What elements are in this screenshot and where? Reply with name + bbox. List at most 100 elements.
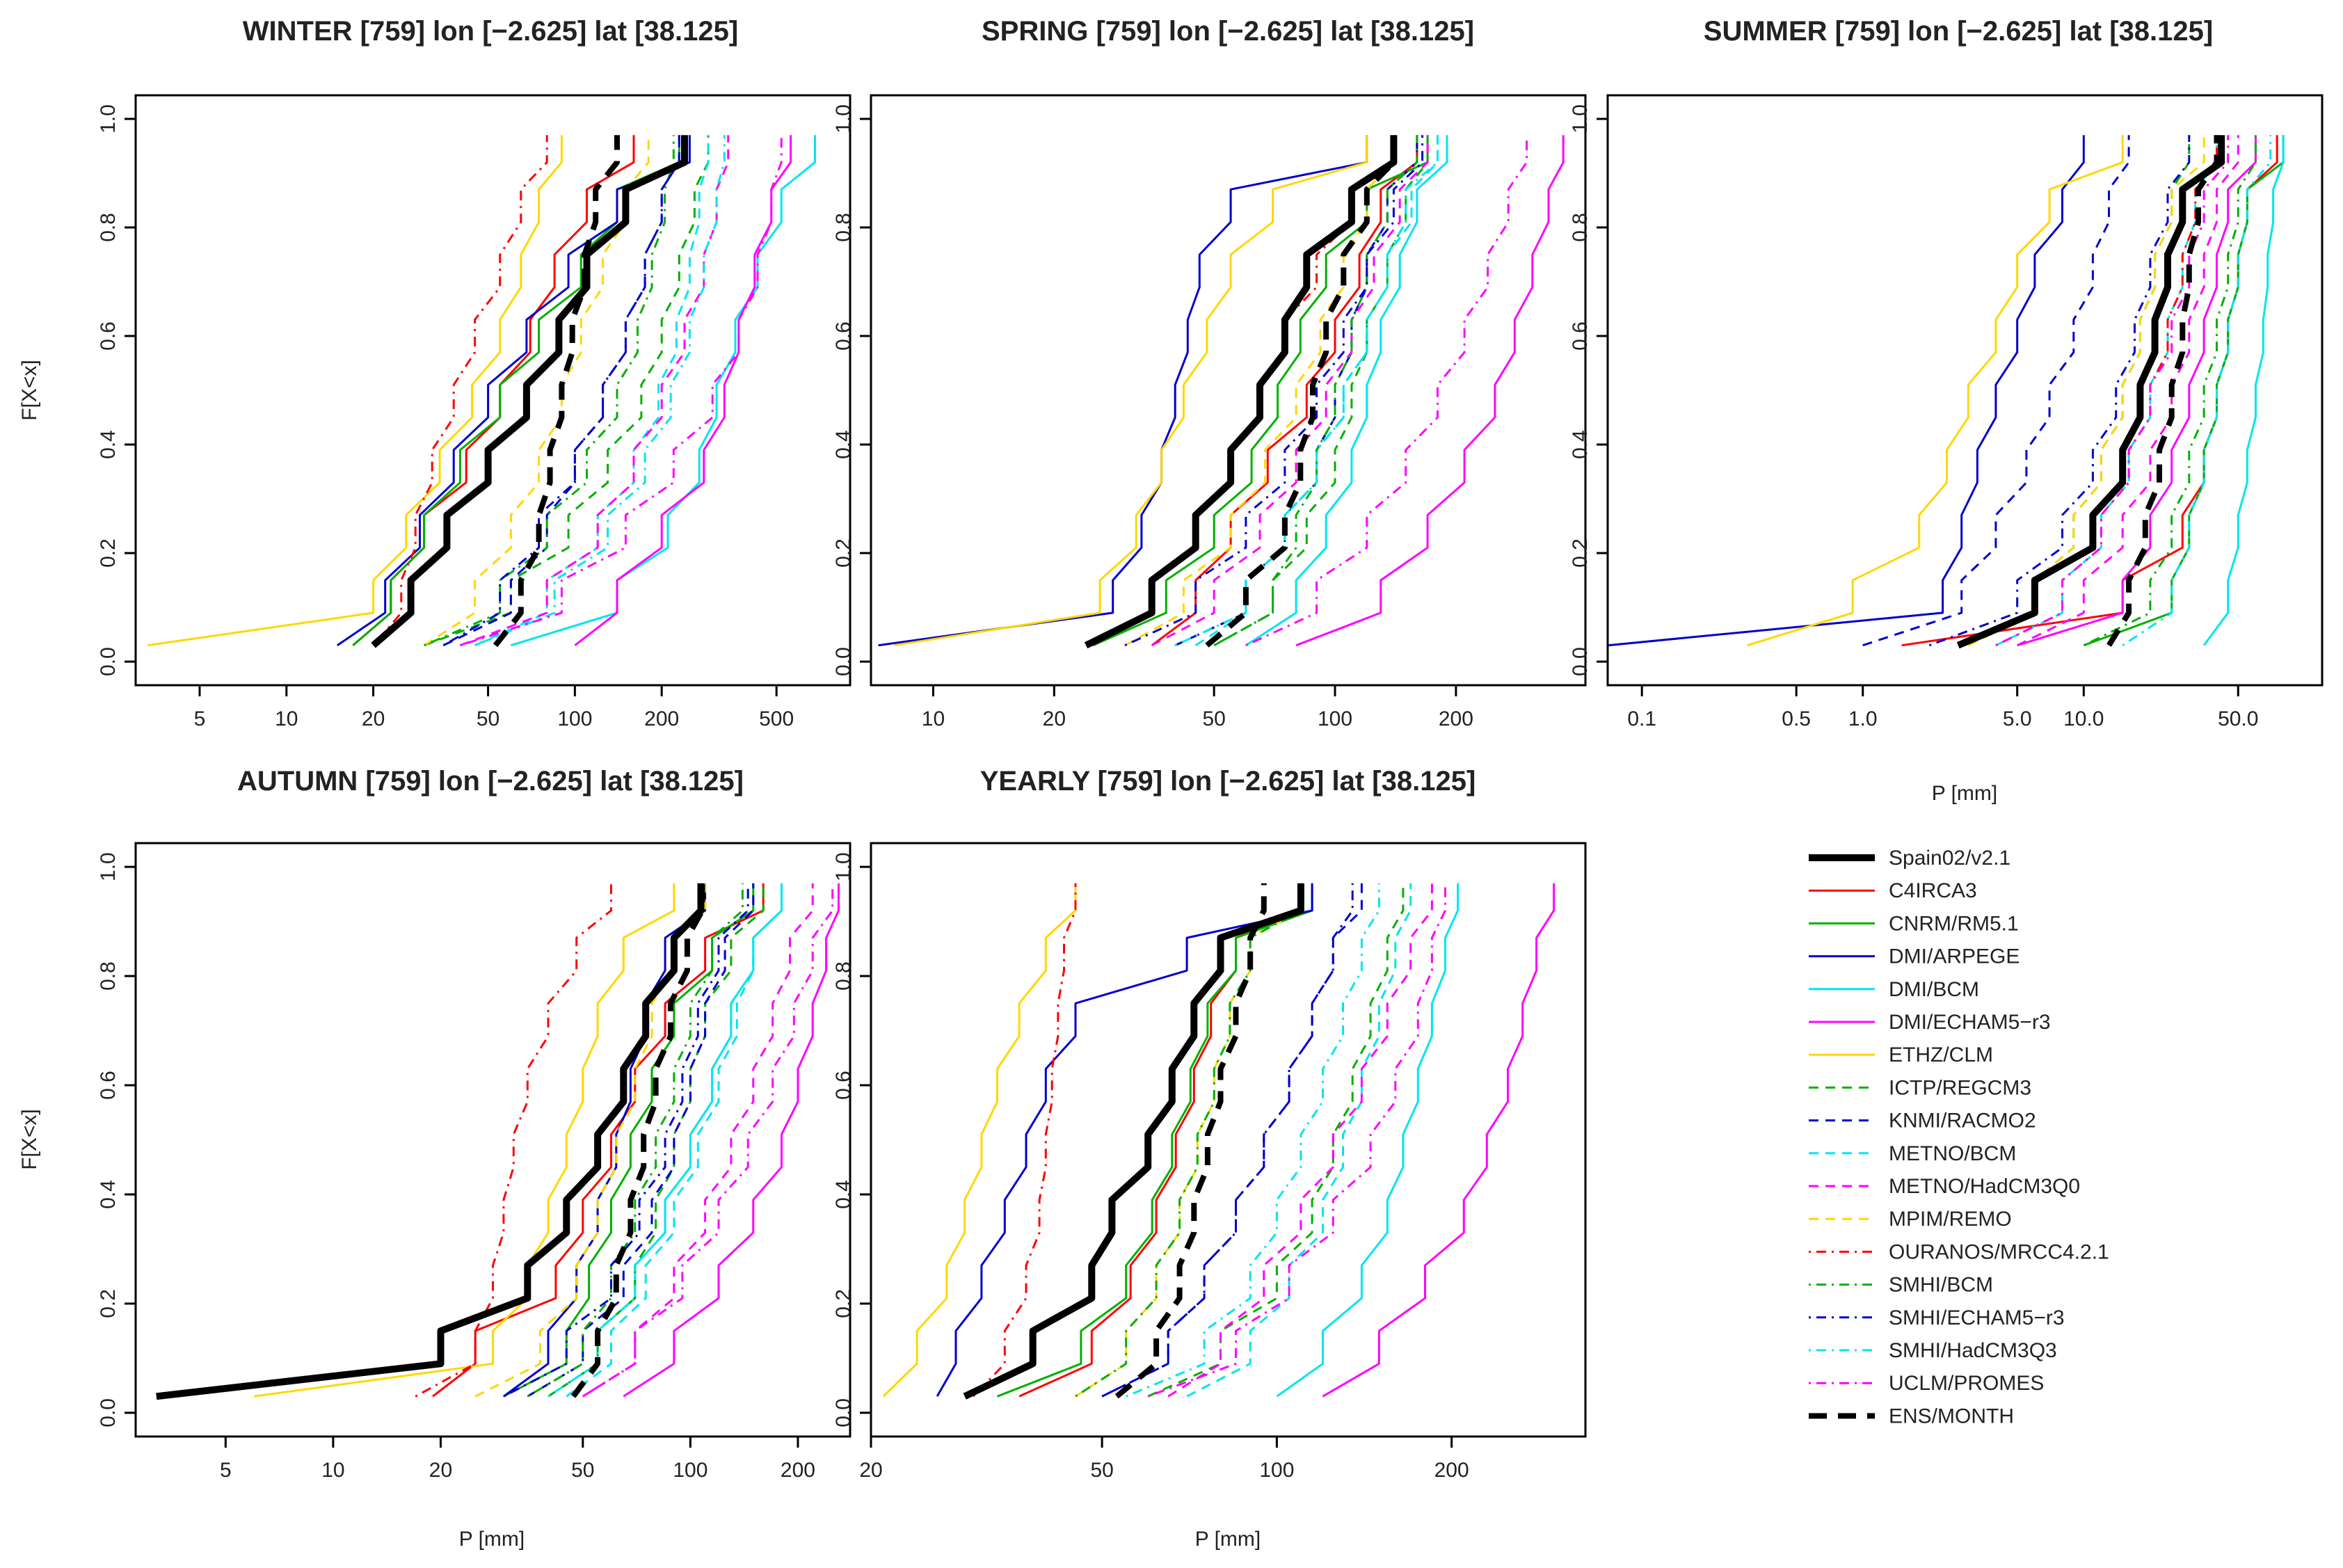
x-tick-label: 1.0	[1848, 707, 1878, 730]
series-line-smhi-hadcm3q3	[2122, 135, 2272, 646]
legend-item-dmi-bcm: DMI/BCM	[1809, 978, 1979, 1001]
series-line-ethz-clm	[147, 135, 563, 647]
series-line-smhi-bcm	[2083, 135, 2257, 647]
plot-frame	[134, 842, 851, 1438]
series-line-dmi-arpege	[936, 883, 1313, 1398]
legend-label: MPIM/REMO	[1889, 1208, 2012, 1231]
y-tick-label: 0.2	[1569, 538, 1592, 568]
y-tick-label: 0.0	[832, 647, 855, 676]
series-line-c4irca3	[432, 883, 765, 1398]
panel-title: YEARLY [759] lon [−2.625] lat [38.125]	[980, 766, 1476, 797]
legend-item-cnrm-rm5-1: CNRM/RM5.1	[1809, 912, 2019, 935]
panel-title: AUTUMN [759] lon [−2.625] lat [38.125]	[237, 766, 744, 797]
legend-item-ethz-clm: ETHZ/CLM	[1809, 1043, 1993, 1066]
x-tick-label: 50.0	[2218, 707, 2258, 730]
legend-item-uclm-promes: UCLM/PROMES	[1809, 1372, 2044, 1395]
y-tick-label: 1.0	[97, 104, 120, 134]
plot-frame	[1606, 94, 2324, 687]
x-tick-label: 200	[781, 1459, 815, 1482]
x-tick-label: 50	[571, 1459, 594, 1482]
x-tick-label: 50	[1202, 707, 1225, 730]
y-tick-label: 0.4	[97, 1180, 120, 1209]
series-line-metno-hadcm3q0	[1151, 135, 1429, 647]
y-ticks: 0.0 0.2 0.4 0.6 0.8 1.0	[832, 852, 871, 1427]
legend-label: ETHZ/CLM	[1889, 1043, 1993, 1066]
legend-label: CNRM/RM5.1	[1889, 912, 2019, 935]
series-line-ictp-regcm3	[1147, 883, 1405, 1398]
y-tick-label: 0.2	[97, 538, 120, 568]
legend-item-ens-month: ENS/MONTH	[1809, 1405, 2014, 1427]
y-tick-label: 0.6	[1569, 321, 1592, 351]
x-ticks: 10 20 50 100 200	[922, 685, 1473, 730]
legend: Spain02/v2.1 C4IRCA3 CNRM/RM5.1 DMI/ARPEGE D…	[1809, 847, 2109, 1427]
y-tick-label: 1.0	[832, 104, 855, 134]
y-tick-label: 1.0	[1569, 104, 1592, 134]
legend-item-c4irca3: C4IRCA3	[1809, 879, 1977, 902]
x-tick-label: 0.5	[1782, 707, 1811, 730]
legend-label: DMI/ARPEGE	[1889, 945, 2020, 968]
series-line-ouranos-mrcc4-2-1	[372, 135, 548, 646]
x-tick-label: 10	[321, 1459, 344, 1482]
series-line-smhi-bcm	[1075, 883, 1302, 1398]
series-line-spain02-v2-1	[156, 883, 705, 1400]
series-line-mpim-remo	[1124, 135, 1395, 647]
y-tick-label: 0.6	[97, 1071, 120, 1100]
legend-label: C4IRCA3	[1889, 879, 1977, 902]
panel-title: SUMMER [759] lon [−2.625] lat [38.125]	[1704, 16, 2213, 47]
x-tick-label: 500	[759, 707, 794, 730]
y-tick-label: 0.8	[97, 961, 120, 991]
x-tick-label: 100	[557, 707, 592, 730]
series-line-dmi-echam5-r3	[1322, 883, 1556, 1398]
series-line-ens-month	[493, 135, 620, 648]
panel-autumn: AUTUMN [759] lon [−2.625] lat [38.125] 5…	[18, 766, 851, 1551]
panel-title: WINTER [759] lon [−2.625] lat [38.125]	[243, 16, 738, 47]
series-line-dmi-echam5-r3	[623, 883, 840, 1398]
x-tick-label: 5.0	[2003, 707, 2032, 730]
legend-item-metno-bcm: METNO/BCM	[1809, 1142, 2016, 1165]
legend-label: Spain02/v2.1	[1889, 847, 2010, 870]
series-line-ouranos-mrcc4-2-1	[415, 883, 612, 1398]
series-line-smhi-hadcm3q3	[1126, 883, 1380, 1398]
series-line-cnrm-rm5-1	[996, 883, 1313, 1398]
series-line-dmi-bcm	[2202, 135, 2285, 646]
legend-label: UCLM/PROMES	[1889, 1372, 2044, 1395]
series-line-ouranos-mrcc4-2-1	[972, 883, 1077, 1398]
series-line-smhi-echam5-r3	[442, 135, 680, 647]
x-axis-label: P [mm]	[1932, 782, 1997, 805]
series-line-ens-month	[2106, 135, 2220, 647]
panel-summer: SUMMER [759] lon [−2.625] lat [38.125] 0…	[1569, 16, 2324, 805]
x-tick-label: 20	[1043, 707, 1066, 730]
legend-item-spain02-v2-1: Spain02/v2.1	[1809, 847, 2010, 870]
y-tick-label: 0.6	[832, 1071, 855, 1100]
series-line-metno-hadcm3q0	[459, 135, 730, 647]
y-ticks: 0.0 0.2 0.4 0.6 0.8 1.0	[1569, 104, 1608, 676]
series-line-dmi-echam5-r3	[1295, 135, 1565, 647]
x-tick-label: 10	[922, 707, 945, 730]
series-line-uclm-promes	[459, 135, 783, 647]
x-tick-label: 10	[275, 707, 298, 730]
plot-frame	[870, 842, 1587, 1438]
x-tick-label: 20	[362, 707, 385, 730]
x-ticks: 5 10 20 50 100 200	[220, 1437, 815, 1482]
series-line-c4irca3	[1151, 135, 1418, 646]
y-ticks: 0.0 0.2 0.4 0.6 0.8 1.0	[97, 852, 136, 1427]
x-tick-label: 10.0	[2063, 707, 2104, 730]
y-tick-label: 0.8	[97, 213, 120, 242]
y-tick-label: 1.0	[832, 852, 855, 881]
series-line-uclm-promes	[582, 883, 834, 1398]
series-line-smhi-bcm	[1213, 135, 1418, 647]
x-tick-label: 200	[1439, 707, 1473, 730]
legend-label: METNO/BCM	[1889, 1142, 2016, 1165]
legend-label: KNMI/RACMO2	[1889, 1110, 2036, 1133]
legend-item-ouranos-mrcc4-2-1: OURANOS/MRCC4.2.1	[1809, 1240, 2109, 1263]
series-line-smhi-echam5-r3	[1101, 883, 1354, 1398]
panel-title: SPRING [759] lon [−2.625] lat [38.125]	[982, 16, 1474, 47]
series-line-knmi-racmo2	[527, 883, 755, 1398]
x-tick-label: 100	[1318, 707, 1352, 730]
y-tick-label: 0.0	[832, 1398, 855, 1427]
y-ticks: 0.0 0.2 0.4 0.6 0.8 1.0	[832, 104, 871, 676]
y-tick-label: 1.0	[97, 852, 120, 881]
series-line-metno-hadcm3q0	[582, 883, 814, 1398]
x-tick-label: 100	[1259, 1459, 1294, 1482]
